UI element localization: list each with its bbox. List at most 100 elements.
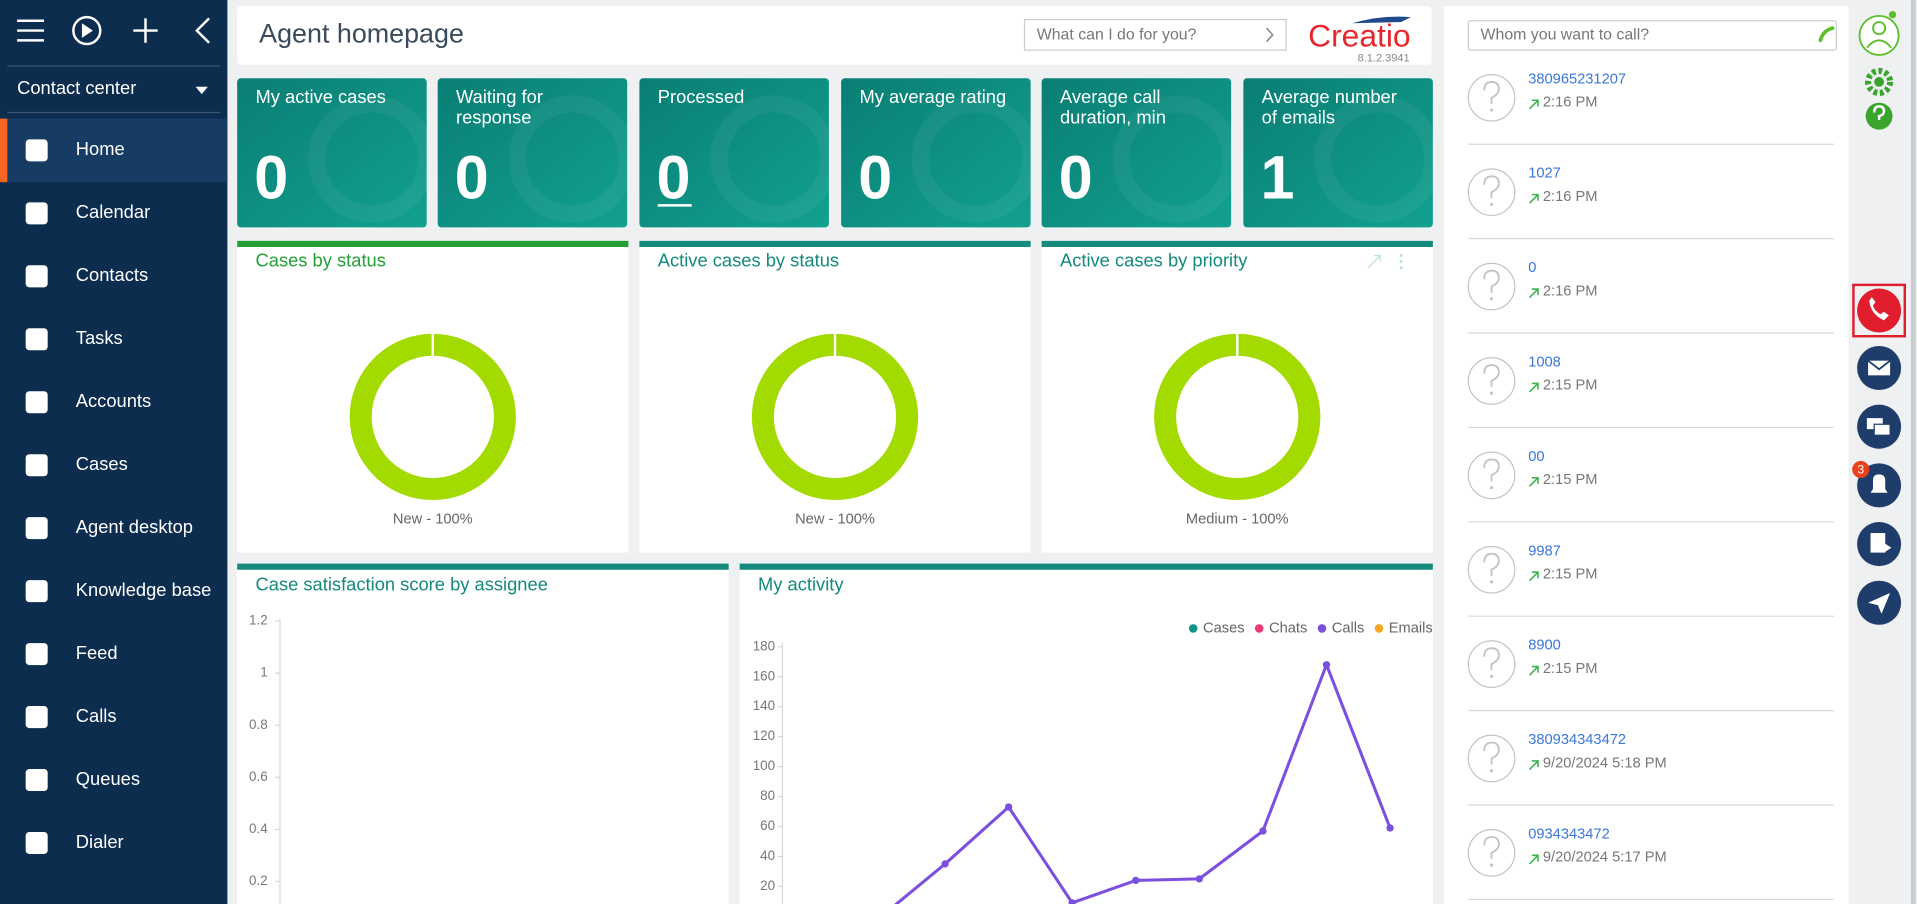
call-item[interactable]: 380934343472 9/20/2024 5:18 PM: [1467, 732, 1834, 806]
call-search[interactable]: [1467, 20, 1837, 51]
kpi-value[interactable]: 0: [657, 143, 691, 211]
legend-label[interactable]: Calls: [1332, 620, 1365, 636]
page-title: Agent homepage: [259, 19, 464, 49]
kpi-label: Waiting for response: [456, 86, 543, 128]
email-flap: [1867, 359, 1891, 371]
menu-item[interactable]: Accounts: [76, 390, 151, 411]
command-line[interactable]: [1023, 18, 1287, 51]
add-button[interactable]: [133, 18, 158, 43]
menu-item[interactable]: Tasks: [76, 327, 123, 348]
dropdown-caret: [195, 86, 208, 95]
menu-item[interactable]: Contacts: [76, 264, 148, 285]
menu-icon: [25, 706, 48, 729]
collapse-button[interactable]: [195, 17, 210, 44]
widget-accent: [639, 240, 1031, 247]
call-item[interactable]: 0 2:16 PM: [1467, 260, 1834, 334]
menu-item[interactable]: Knowledge base: [76, 579, 212, 600]
menu-item[interactable]: Calls: [76, 705, 117, 726]
call-number[interactable]: 380965231207: [1528, 71, 1626, 87]
notification-badge: [1852, 460, 1870, 479]
call-item[interactable]: 8900 2:15 PM: [1467, 638, 1834, 712]
call-item[interactable]: 9987 2:15 PM: [1467, 543, 1834, 617]
sidebar-toolbar: [17, 15, 210, 46]
caller-avatar: [1467, 357, 1516, 405]
widget: [639, 240, 1031, 553]
series-point: [1386, 824, 1394, 832]
kpi-tile[interactable]: [237, 78, 427, 228]
tile-decoration: [1314, 95, 1442, 223]
call-time: 2:15 PM: [1543, 661, 1598, 677]
call-number[interactable]: 0: [1528, 260, 1536, 276]
bell-glyph: [1870, 474, 1888, 493]
call-number[interactable]: 1027: [1528, 166, 1561, 182]
process-button[interactable]: [72, 15, 102, 46]
menu-icon: [25, 202, 48, 225]
menu-item[interactable]: Cases: [76, 453, 128, 474]
unknown-dot: [1489, 391, 1494, 395]
menu-item[interactable]: Queues: [76, 768, 140, 789]
menu-item[interactable]: Calendar: [76, 201, 150, 222]
kpi-tile[interactable]: [1243, 78, 1433, 228]
y-tick-label: 0.4: [249, 821, 268, 836]
expand-icon[interactable]: [1367, 254, 1381, 269]
unknown-dot: [1489, 202, 1494, 207]
scrollbar: [1910, 0, 1916, 904]
settings-button[interactable]: [1865, 67, 1894, 96]
call-item[interactable]: 00 2:15 PM: [1467, 449, 1834, 523]
phone-button[interactable]: [1857, 288, 1902, 333]
caller-avatar: [1467, 829, 1516, 877]
call-search-placeholder: Whom you want to call?: [1481, 27, 1650, 44]
kpi-tile[interactable]: [437, 78, 628, 228]
legend-label[interactable]: Cases: [1203, 620, 1245, 636]
menu-item[interactable]: Feed: [76, 642, 118, 663]
call-item[interactable]: 1027 2:16 PM: [1467, 166, 1834, 240]
unknown-dot: [1489, 297, 1494, 301]
call-number[interactable]: 9987: [1528, 543, 1561, 559]
menu-icon: [25, 580, 48, 603]
series-point: [1322, 661, 1331, 669]
online-status: [1888, 11, 1897, 19]
unknown-dot: [1489, 769, 1494, 773]
legend-label[interactable]: Chats: [1269, 620, 1307, 636]
donut-legend: New - 100%: [795, 511, 875, 527]
y-tick-label: 180: [753, 638, 775, 653]
menu-icon: [25, 517, 48, 540]
version: 8.1.2.3941: [1358, 53, 1410, 65]
series-point: [1068, 899, 1076, 904]
call-item[interactable]: 1008 2:15 PM: [1467, 355, 1834, 429]
menu-item[interactable]: Dialer: [76, 831, 124, 852]
call-number[interactable]: 8900: [1528, 638, 1561, 654]
kpi-tile[interactable]: [1041, 78, 1232, 228]
legend-label[interactable]: Emails: [1389, 620, 1433, 636]
y-tick-label: 60: [760, 818, 775, 833]
kpi-tile[interactable]: [841, 78, 1031, 228]
send-glyph: [1868, 592, 1891, 614]
menu-item[interactable]: Agent desktop: [76, 516, 193, 537]
dial-icon[interactable]: [1818, 26, 1835, 43]
y-tick-label: 40: [760, 848, 775, 863]
call-item[interactable]: 380965231207 2:16 PM: [1467, 71, 1834, 145]
legend-dot: [1188, 624, 1198, 633]
caller-avatar: [1467, 545, 1516, 594]
call-number[interactable]: 380934343472: [1528, 732, 1626, 748]
call-number[interactable]: 1008: [1528, 355, 1561, 371]
kpi-tile[interactable]: [639, 78, 829, 228]
unknown-dot: [1489, 485, 1494, 490]
workplace-selector[interactable]: Contact center: [17, 77, 136, 98]
unknown-glyph: [1483, 647, 1500, 671]
menu-button[interactable]: [17, 19, 45, 42]
widget: [1041, 240, 1433, 553]
kpi-label: Average call duration, min: [1060, 86, 1166, 128]
call-number[interactable]: 0934343472: [1528, 826, 1610, 842]
call-item[interactable]: 0934343472 9/20/2024 5:17 PM: [1467, 826, 1834, 900]
kpi-value: 0: [455, 143, 489, 211]
tile-decoration: [1112, 95, 1240, 223]
unknown-dot: [1489, 674, 1494, 678]
unknown-dot: [1489, 863, 1494, 867]
navigation-menu: Home Calendar Contacts Tasks Accounts Cases Ag…: [0, 118, 228, 854]
y-tick-label: 0.8: [249, 717, 268, 732]
kpi-label: Processed: [658, 86, 745, 107]
menu-item[interactable]: Home: [76, 138, 125, 159]
call-number[interactable]: 00: [1528, 449, 1544, 465]
